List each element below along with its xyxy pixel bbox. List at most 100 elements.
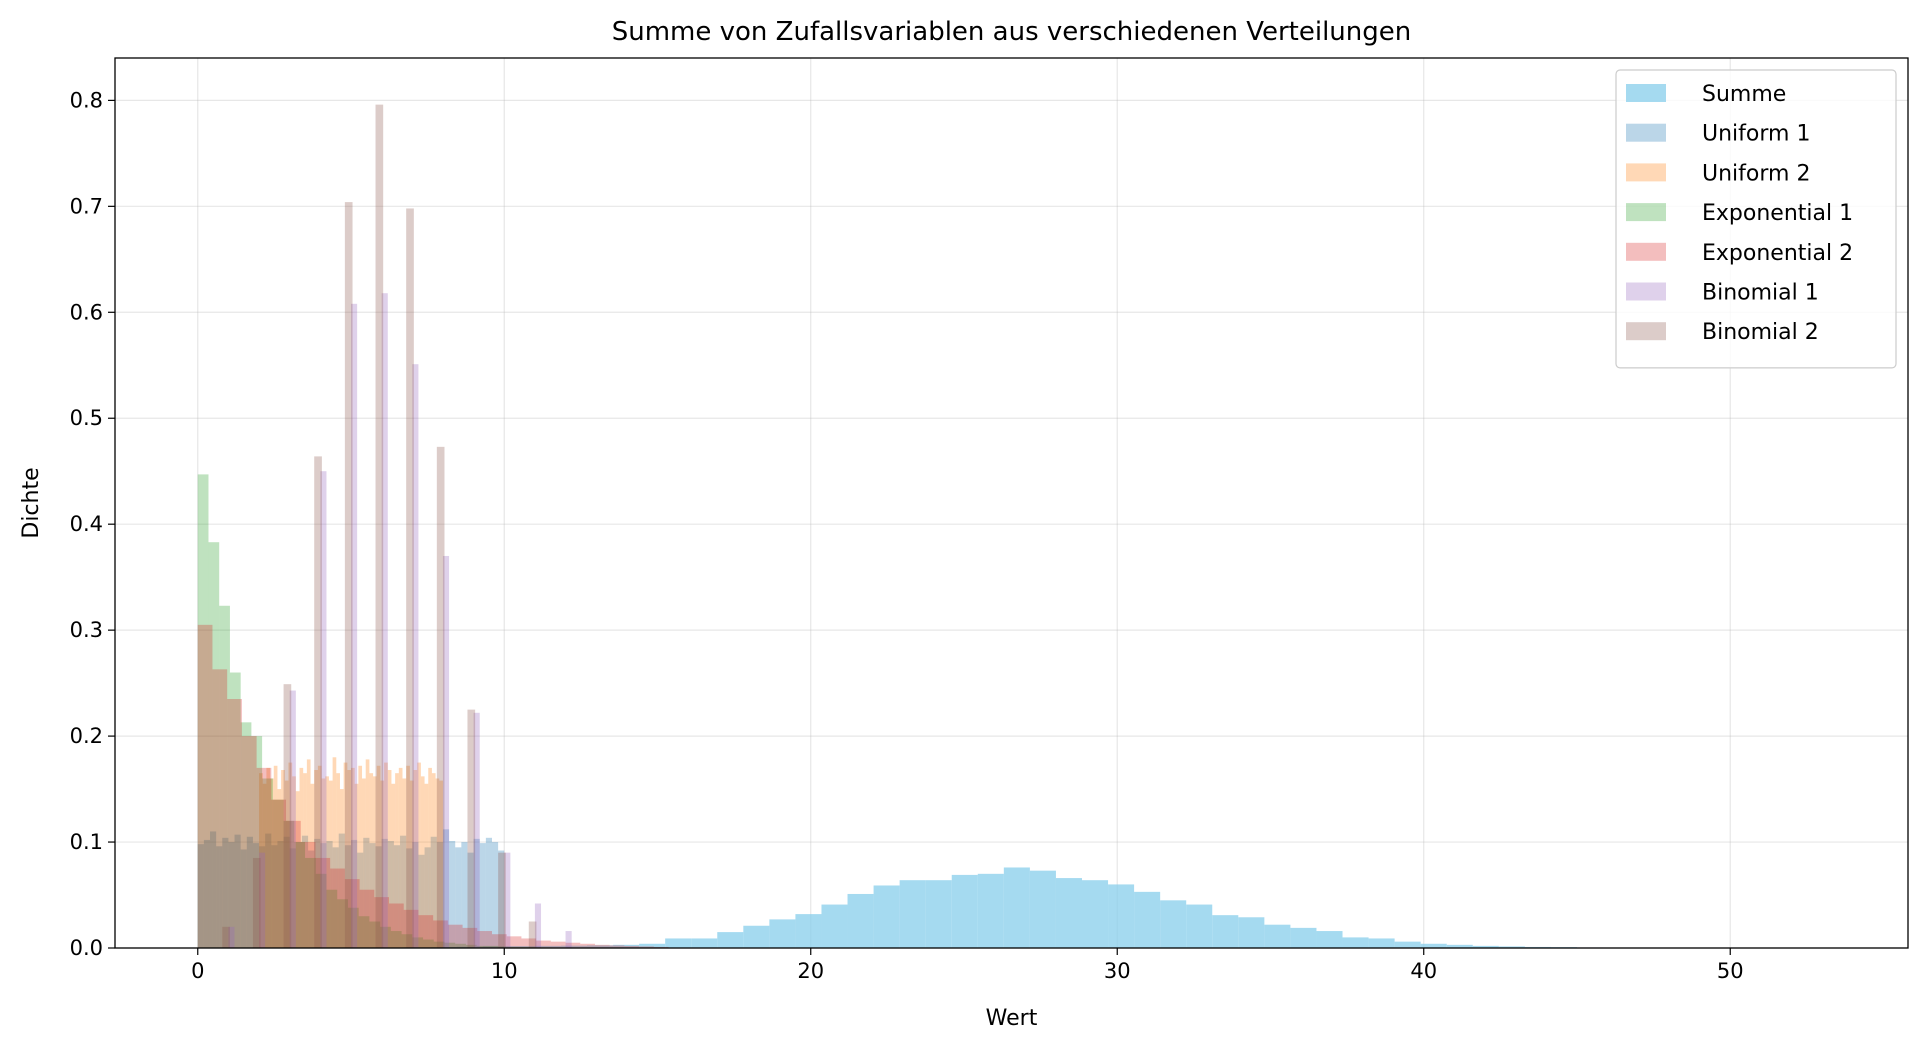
histogram-bar	[498, 850, 505, 948]
histogram-bar	[444, 942, 456, 948]
histogram-bar	[1290, 927, 1317, 948]
histogram-bar	[431, 773, 436, 948]
histogram-bar	[1212, 915, 1239, 948]
histogram-bar	[216, 846, 223, 948]
histogram-bar	[795, 914, 822, 948]
x-axis-title: Wert	[986, 1006, 1038, 1031]
histogram-bar	[234, 834, 241, 948]
histogram-bar	[435, 778, 440, 948]
y-axis-title: Dichte	[19, 467, 44, 538]
histogram-bar	[369, 921, 381, 948]
histogram-bar	[351, 303, 358, 948]
legend-box	[1615, 69, 1897, 369]
histogram-bar	[391, 783, 396, 948]
histogram-bar	[289, 690, 296, 948]
histogram-bar	[315, 857, 331, 948]
histogram-bar	[1446, 944, 1473, 948]
histogram-bar	[271, 799, 287, 948]
histogram-bar	[442, 829, 450, 948]
histogram-bar	[219, 605, 230, 948]
histogram-bar	[256, 767, 272, 948]
histogram-bar	[424, 847, 431, 948]
histogram-bar	[381, 838, 388, 948]
legend: Summe Uniform 1 Uniform 2 Exponential 1 Expo…	[1615, 69, 1897, 369]
y-tick-label: 0.1	[70, 830, 103, 854]
histogram-bar	[365, 759, 370, 948]
histogram-bar	[197, 474, 209, 948]
histogram-bar	[359, 889, 375, 948]
histogram-bar	[406, 765, 410, 948]
series-binomial-1	[228, 293, 572, 948]
histogram-bar	[300, 842, 316, 948]
histogram-bar	[344, 202, 353, 949]
histogram-bar	[387, 840, 394, 948]
y-tick-label: 0.7	[70, 194, 103, 218]
histogram-bar	[228, 842, 235, 948]
histogram-bar	[240, 722, 252, 948]
histogram-bar	[1264, 924, 1291, 948]
x-tick-label: 20	[797, 959, 824, 983]
legend-label: Uniform 1	[1702, 122, 1810, 147]
bars-layer	[197, 104, 1838, 949]
histogram-bar	[375, 104, 384, 949]
histogram-bar	[259, 852, 266, 948]
histogram-bar	[222, 926, 230, 948]
histogram-bar	[330, 868, 345, 948]
legend-swatch	[1626, 163, 1666, 182]
histogram-bar	[951, 874, 978, 948]
histogram-bar	[1003, 867, 1030, 948]
histogram-bar	[508, 946, 535, 948]
histogram-bar	[294, 842, 306, 948]
histogram-bar	[402, 778, 407, 948]
legend-swatch	[1626, 282, 1666, 301]
x-tick-label: 30	[1104, 959, 1131, 983]
histogram-bar	[387, 770, 392, 948]
histogram-bar	[465, 944, 477, 948]
series-summe	[222, 867, 1838, 948]
histogram-bar	[283, 684, 292, 948]
histogram-bar	[259, 773, 263, 948]
histogram-bar	[332, 757, 337, 948]
histogram-bar	[462, 927, 478, 948]
histogram-bar	[317, 765, 322, 948]
histogram-bar	[417, 762, 421, 948]
histogram-bar	[229, 672, 241, 948]
legend-swatch	[1626, 242, 1666, 261]
histogram-bar	[467, 852, 474, 948]
histogram-bar	[449, 840, 456, 948]
histogram-bar	[1055, 878, 1082, 948]
x-tick-label: 0	[191, 959, 204, 983]
legend-swatch	[1626, 322, 1666, 341]
histogram-bar	[491, 934, 507, 948]
histogram-bar	[314, 770, 318, 948]
histogram-bar	[358, 916, 370, 948]
histogram-bar	[326, 889, 338, 948]
histogram-bar	[325, 776, 329, 948]
histogram-bar	[717, 932, 744, 948]
histogram-bar	[373, 776, 377, 948]
histogram-bar	[769, 919, 796, 948]
histogram-bar	[375, 846, 382, 948]
histogram-bar	[420, 776, 425, 948]
histogram-bar	[240, 849, 247, 948]
histogram-bar	[271, 845, 278, 948]
histogram-bar	[222, 837, 229, 948]
histogram-bar	[363, 837, 370, 948]
x-tick-label: 50	[1717, 959, 1744, 983]
legend-swatch	[1626, 84, 1666, 102]
histogram-bar	[281, 770, 285, 948]
series-exponential-2	[197, 624, 669, 948]
histogram-bar	[536, 940, 551, 948]
histogram-bar	[442, 555, 450, 948]
histogram-bar	[491, 842, 499, 948]
histogram-bar	[1472, 945, 1499, 948]
histogram-bar	[873, 885, 900, 948]
histogram-bar	[288, 762, 293, 948]
histogram-bar	[292, 776, 296, 948]
histogram-bar	[639, 943, 666, 948]
histogram-bar	[277, 789, 282, 948]
grid-layer	[115, 58, 1908, 949]
histogram-bar	[210, 831, 217, 948]
histogram-bar	[272, 799, 284, 948]
